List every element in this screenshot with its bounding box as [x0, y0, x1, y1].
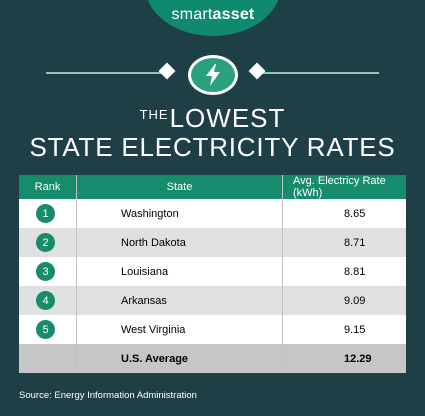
rank-badge: 5: [36, 320, 55, 339]
title-prefix: THE: [139, 107, 169, 122]
rank-cell: 1: [19, 199, 77, 228]
state-cell: West Virginia: [76, 315, 283, 344]
rate-cell: 9.15: [282, 315, 406, 344]
rate-cell: 8.71: [282, 228, 406, 257]
diamond-right: [248, 62, 266, 80]
state-cell: Louisiana: [76, 257, 283, 286]
table-row: 3 Louisiana 8.81: [19, 257, 406, 286]
rank-badge: 3: [36, 262, 55, 281]
rates-table: Rank State Avg. Electricy Rate (kWh) 1 W…: [19, 175, 406, 373]
title-line-1: THELOWEST: [0, 103, 425, 134]
logo-text-regular: smart: [171, 6, 213, 23]
title-main: LOWEST: [169, 103, 286, 133]
diamond-left: [158, 62, 176, 80]
title-line-2: STATE ELECTRICITY RATES: [29, 132, 396, 162]
logo-text: smartasset: [172, 6, 255, 36]
divider-left: [46, 72, 170, 74]
rate-cell: 9.09: [282, 286, 406, 315]
rank-cell: 5: [19, 315, 77, 344]
state-cell: Washington: [76, 199, 283, 228]
rank-cell-empty: [19, 344, 77, 373]
rank-cell: 2: [19, 228, 77, 257]
average-label: U.S. Average: [76, 344, 283, 373]
smartasset-logo: smartasset: [145, 0, 281, 36]
table-row: 5 West Virginia 9.15: [19, 315, 406, 344]
table-row: 2 North Dakota 8.71: [19, 228, 406, 257]
logo-text-bold: asset: [212, 6, 255, 23]
header-state: State: [76, 175, 283, 199]
state-cell: Arkansas: [76, 286, 283, 315]
rate-cell: 8.65: [282, 199, 406, 228]
table-header-row: Rank State Avg. Electricy Rate (kWh): [19, 175, 406, 199]
divider-right: [255, 72, 379, 74]
table-row: 1 Washington 8.65: [19, 199, 406, 228]
rate-cell: 8.81: [282, 257, 406, 286]
header-rank: Rank: [19, 175, 77, 199]
lightning-bolt-icon: [188, 55, 238, 95]
rank-badge: 1: [36, 204, 55, 223]
average-rate: 12.29: [282, 344, 406, 373]
header-rate: Avg. Electricy Rate (kWh): [282, 175, 406, 199]
table-row: 4 Arkansas 9.09: [19, 286, 406, 315]
state-cell: North Dakota: [76, 228, 283, 257]
rank-cell: 3: [19, 257, 77, 286]
rank-cell: 4: [19, 286, 77, 315]
source-note: Source: Energy Information Administratio…: [19, 390, 197, 401]
average-row: U.S. Average 12.29: [19, 344, 406, 373]
rank-badge: 4: [36, 291, 55, 310]
rank-badge: 2: [36, 233, 55, 252]
